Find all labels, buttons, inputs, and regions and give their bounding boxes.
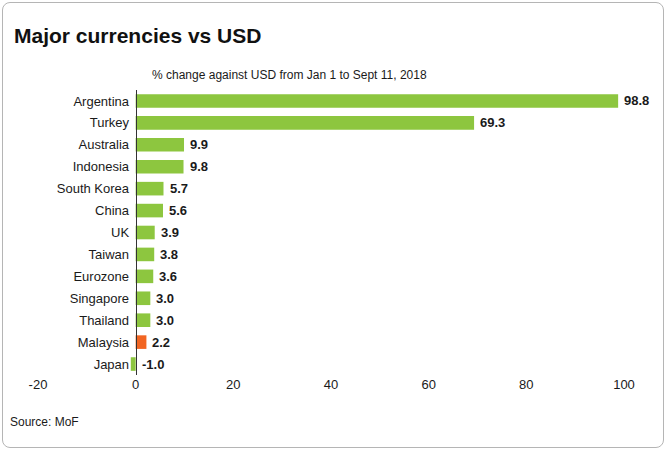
svg-text:South Korea: South Korea xyxy=(57,181,130,196)
svg-text:2.2: 2.2 xyxy=(152,335,170,350)
svg-text:100: 100 xyxy=(613,377,635,392)
svg-text:9.9: 9.9 xyxy=(190,137,208,152)
svg-text:Indonesia: Indonesia xyxy=(73,159,130,174)
svg-text:China: China xyxy=(95,203,130,218)
svg-text:% change against USD from Jan: % change against USD from Jan 1 to Sept … xyxy=(152,68,427,82)
svg-text:Source: MoF: Source: MoF xyxy=(10,415,79,429)
svg-text:3.6: 3.6 xyxy=(159,269,177,284)
svg-text:69.3: 69.3 xyxy=(480,115,505,130)
svg-text:Taiwan: Taiwan xyxy=(89,247,129,262)
svg-text:20: 20 xyxy=(226,377,240,392)
svg-text:5.6: 5.6 xyxy=(169,203,187,218)
svg-text:Singapore: Singapore xyxy=(70,291,129,306)
svg-text:-1.0: -1.0 xyxy=(142,357,164,372)
svg-text:0: 0 xyxy=(132,377,139,392)
svg-text:3.9: 3.9 xyxy=(161,225,179,240)
svg-text:UK: UK xyxy=(111,225,129,240)
svg-text:Eurozone: Eurozone xyxy=(73,269,129,284)
svg-text:3.8: 3.8 xyxy=(160,247,178,262)
svg-text:9.8: 9.8 xyxy=(190,159,208,174)
svg-text:40: 40 xyxy=(324,377,338,392)
svg-text:Major currencies vs USD: Major currencies vs USD xyxy=(14,24,261,47)
svg-text:Japan: Japan xyxy=(94,357,129,372)
svg-text:Argentina: Argentina xyxy=(73,94,129,109)
svg-text:Australia: Australia xyxy=(78,137,129,152)
svg-text:3.0: 3.0 xyxy=(156,313,174,328)
svg-text:60: 60 xyxy=(421,377,435,392)
svg-text:98.8: 98.8 xyxy=(624,93,649,108)
svg-text:5.7: 5.7 xyxy=(170,181,188,196)
svg-text:3.0: 3.0 xyxy=(156,291,174,306)
svg-text:-20: -20 xyxy=(29,377,48,392)
svg-text:Thailand: Thailand xyxy=(79,313,129,328)
svg-text:Turkey: Turkey xyxy=(90,115,130,130)
svg-text:80: 80 xyxy=(519,377,533,392)
svg-text:Malaysia: Malaysia xyxy=(78,335,130,350)
